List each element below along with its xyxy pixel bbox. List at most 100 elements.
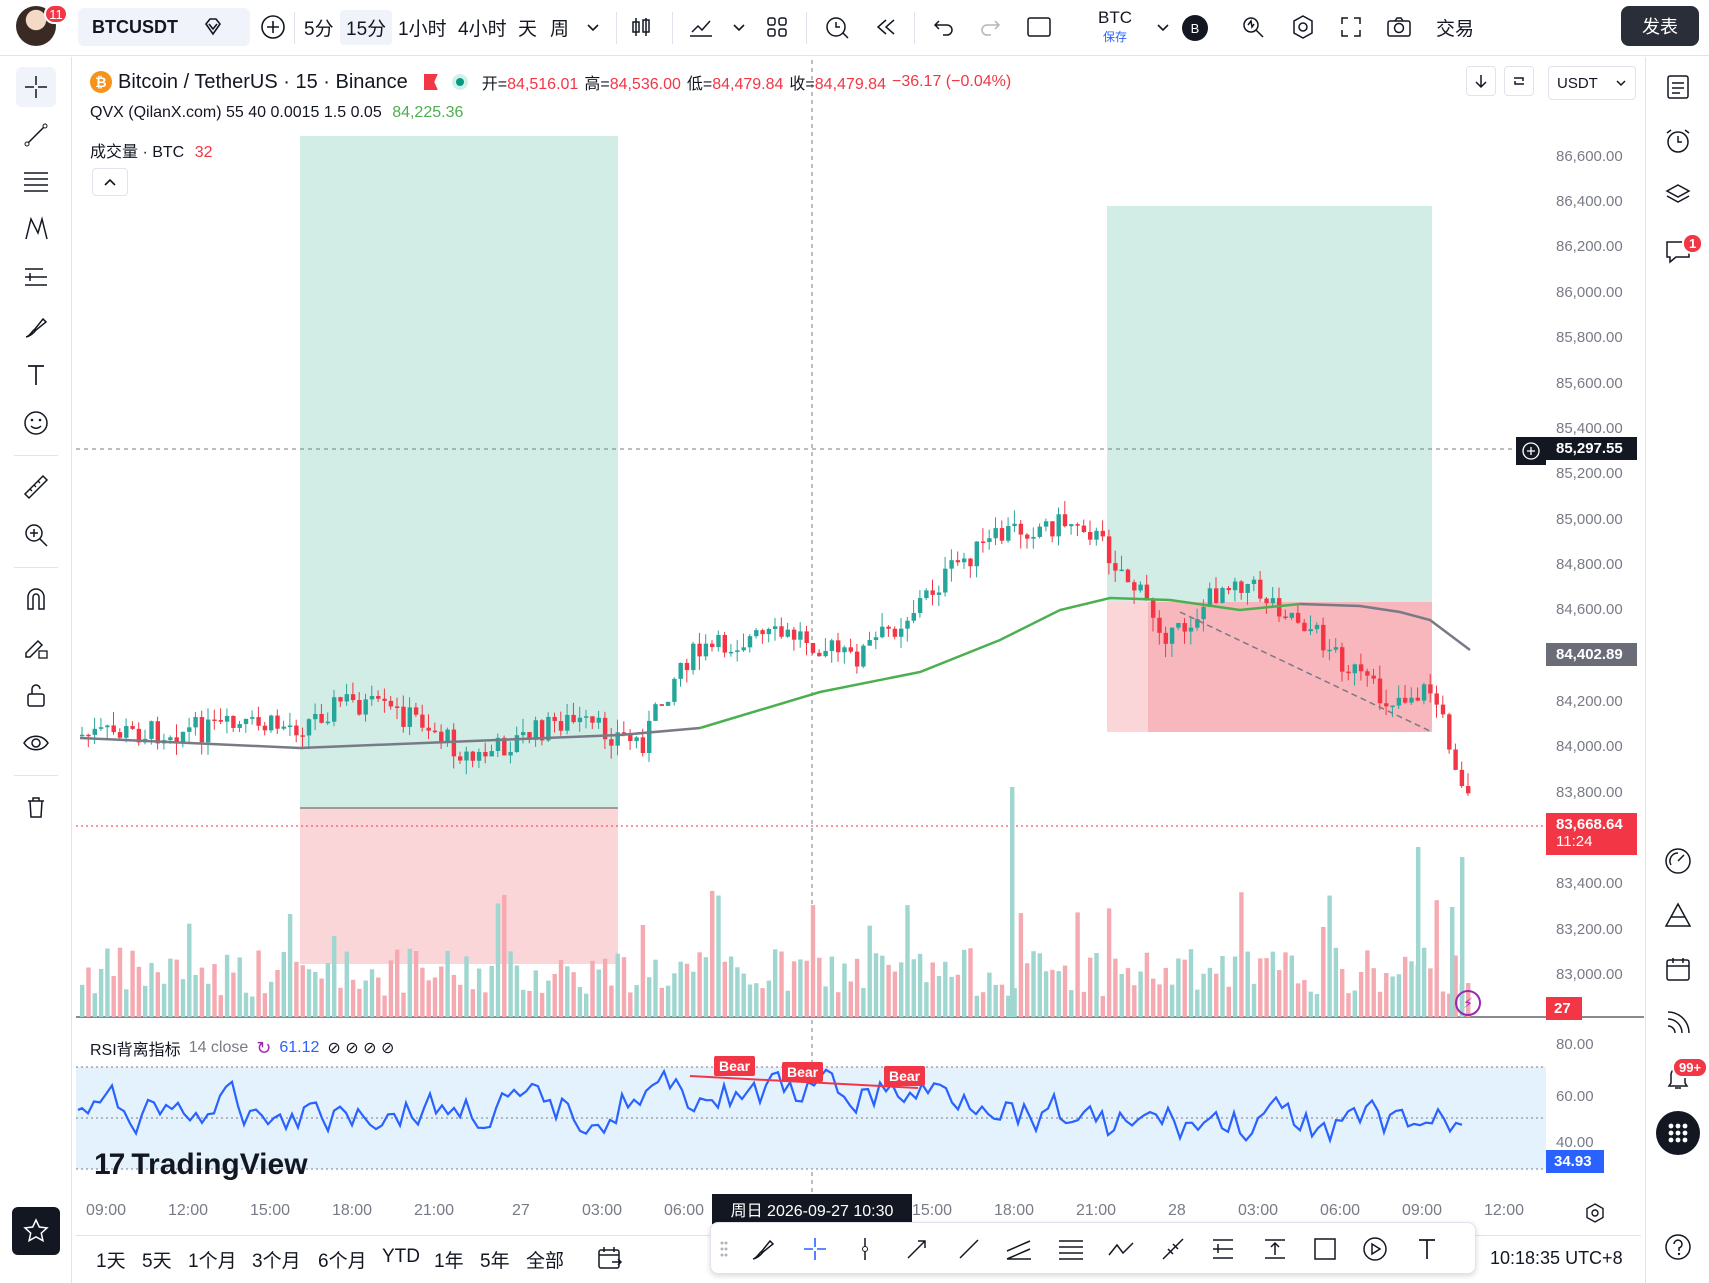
- camera-icon[interactable]: [1384, 12, 1414, 42]
- alarm-clock-icon[interactable]: [1658, 121, 1698, 161]
- trend-line-icon[interactable]: [16, 115, 56, 155]
- range-button[interactable]: 3个月: [252, 1251, 301, 1272]
- range-button[interactable]: 全部: [526, 1251, 565, 1272]
- lock-drawings-icon[interactable]: [16, 627, 56, 667]
- long-position-icon[interactable]: [1207, 1233, 1239, 1265]
- watchlist-icon[interactable]: [1658, 67, 1698, 107]
- zigzag-icon[interactable]: [1105, 1233, 1137, 1265]
- alert-clock-icon[interactable]: [822, 12, 852, 42]
- range-button[interactable]: 6个月: [318, 1251, 367, 1272]
- diamond-icon[interactable]: [202, 16, 224, 38]
- calendar-icon[interactable]: [1658, 949, 1698, 989]
- undo-icon[interactable]: [928, 12, 958, 42]
- lightning-icon[interactable]: ⚡: [1455, 990, 1481, 1016]
- trend-line-icon[interactable]: [953, 1233, 985, 1265]
- trade-button[interactable]: 交易: [1436, 19, 1475, 40]
- add-symbol-icon[interactable]: [258, 12, 288, 42]
- help-icon[interactable]: [1658, 1227, 1698, 1267]
- text-tool-icon[interactable]: [1411, 1233, 1443, 1265]
- chevron-down-icon[interactable]: [578, 12, 608, 42]
- flag-icon[interactable]: [423, 74, 438, 90]
- prediction-icon[interactable]: [16, 257, 56, 297]
- symbol-search[interactable]: BTCUSDT: [78, 8, 250, 46]
- symbol-title[interactable]: Bitcoin / TetherUS · 15 · Binance: [118, 70, 408, 93]
- ruler-icon[interactable]: [16, 467, 56, 507]
- layers-icon[interactable]: [1658, 175, 1698, 215]
- save-currency[interactable]: BTC 保存: [1080, 8, 1150, 45]
- gauge-icon[interactable]: [1658, 841, 1698, 881]
- collapse-legend-button[interactable]: [92, 168, 128, 196]
- candle-body: [684, 662, 690, 671]
- interval-5m[interactable]: 5分: [304, 19, 334, 40]
- fib-lines-icon[interactable]: [16, 161, 56, 201]
- pattern-icon[interactable]: [16, 209, 56, 249]
- scroll-down-button[interactable]: [1466, 66, 1496, 96]
- tradingview-logo[interactable]: 17 TradingView: [94, 1148, 308, 1182]
- drag-handle-icon[interactable]: [717, 1233, 731, 1265]
- volume-bar: [1365, 950, 1370, 1017]
- crosshair-icon[interactable]: [799, 1233, 831, 1265]
- interval-1h[interactable]: 1小时: [398, 19, 447, 40]
- quick-search-icon[interactable]: [1238, 12, 1268, 42]
- layout-grid-icon[interactable]: [762, 12, 792, 42]
- range-button[interactable]: 1天: [96, 1251, 126, 1272]
- emoji-icon[interactable]: [16, 403, 56, 443]
- interval-15m[interactable]: 15分: [340, 10, 393, 45]
- interval-1w[interactable]: 周: [550, 19, 570, 40]
- unlock-icon[interactable]: [16, 675, 56, 715]
- volume-bar: [319, 978, 324, 1017]
- volume-legend[interactable]: 成交量 · BTC 32: [90, 138, 212, 162]
- fullscreen-icon[interactable]: [1336, 12, 1366, 42]
- rectangle-icon[interactable]: [1309, 1233, 1341, 1265]
- candle-body: [1371, 675, 1376, 679]
- volume-bar: [98, 968, 104, 1017]
- brush-icon[interactable]: [747, 1233, 779, 1265]
- price-chart[interactable]: [0, 0, 1644, 1235]
- pyramid-icon[interactable]: [1658, 895, 1698, 935]
- apps-grid-icon[interactable]: [1656, 1111, 1700, 1155]
- chevron-down-icon[interactable]: [1148, 12, 1178, 42]
- crosshair-time-tag: 周日 2026-09-27 10:30: [712, 1194, 912, 1224]
- currency-select[interactable]: USDT: [1548, 66, 1636, 100]
- candles-icon[interactable]: [626, 12, 656, 42]
- range-button[interactable]: 5年: [480, 1251, 510, 1272]
- goto-date-icon[interactable]: [596, 1244, 624, 1277]
- time-axis-settings-icon[interactable]: [1584, 1202, 1606, 1229]
- indicator-legend[interactable]: QVX (QilanX.com) 55 40 0.0015 1.5 0.05 8…: [90, 104, 463, 122]
- channel-icon[interactable]: [1003, 1233, 1035, 1265]
- range-button[interactable]: 1个月: [188, 1251, 237, 1272]
- redo-icon[interactable]: [976, 12, 1006, 42]
- interval-4h[interactable]: 4小时: [458, 19, 507, 40]
- range-button[interactable]: 1年: [434, 1251, 464, 1272]
- interval-1d[interactable]: 天: [518, 19, 538, 40]
- magnet-icon[interactable]: [16, 579, 56, 619]
- range-button[interactable]: YTD: [382, 1246, 420, 1267]
- price-range-icon[interactable]: [1259, 1233, 1291, 1265]
- replay-icon[interactable]: [870, 12, 900, 42]
- brush-icon[interactable]: [16, 307, 56, 347]
- measure-icon[interactable]: [1157, 1233, 1189, 1265]
- text-tool-icon[interactable]: [16, 355, 56, 395]
- favorites-star-icon[interactable]: [12, 1207, 60, 1255]
- play-icon[interactable]: [1359, 1233, 1391, 1265]
- zoom-in-icon[interactable]: [16, 515, 56, 555]
- crosshair-icon[interactable]: [16, 67, 56, 107]
- indicators-icon[interactable]: [686, 12, 716, 42]
- vertical-line-icon[interactable]: [849, 1233, 881, 1265]
- trash-icon[interactable]: [16, 787, 56, 827]
- clock-label[interactable]: 10:18:35 UTC+8: [1490, 1248, 1623, 1268]
- arrow-line-icon[interactable]: [901, 1233, 933, 1265]
- publish-button[interactable]: 发表: [1621, 6, 1699, 46]
- eye-icon[interactable]: [16, 723, 56, 763]
- account-button[interactable]: B: [1182, 15, 1208, 41]
- profit-zone: [1107, 206, 1432, 602]
- settings-gear-icon[interactable]: [1288, 12, 1318, 42]
- fullscreen-box-icon[interactable]: [1024, 12, 1054, 42]
- auto-scale-button[interactable]: [1504, 66, 1534, 96]
- broadcast-icon[interactable]: [1658, 1003, 1698, 1043]
- add-alert-plus-icon[interactable]: [1516, 437, 1546, 465]
- range-button[interactable]: 5天: [142, 1251, 172, 1272]
- fib-lines-icon[interactable]: [1055, 1233, 1087, 1265]
- rsi-legend[interactable]: RSI背离指标 14 close ↻ 61.12 ⊘ ⊘ ⊘ ⊘: [90, 1036, 394, 1060]
- chevron-down-icon[interactable]: [724, 12, 754, 42]
